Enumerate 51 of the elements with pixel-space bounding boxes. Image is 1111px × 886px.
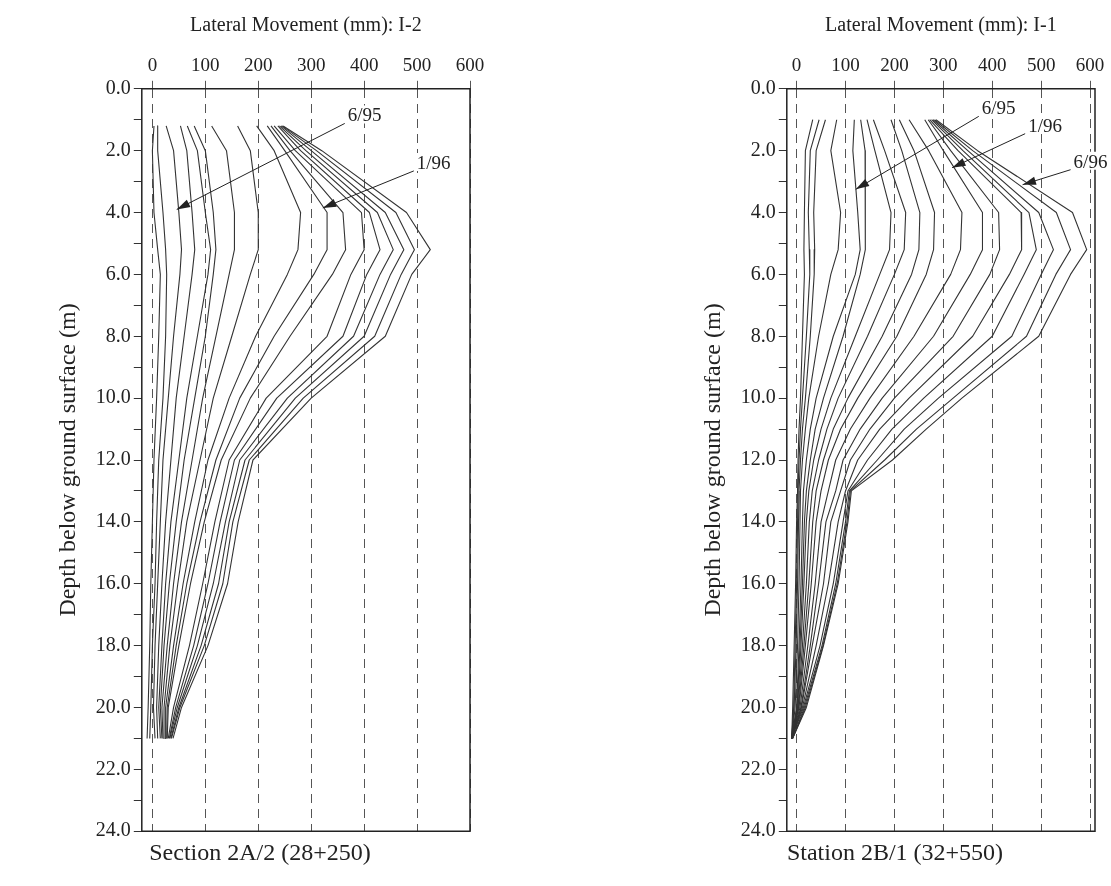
x-tick-label: 300 [929,54,958,76]
x-tick-label: 400 [978,54,1007,76]
x-tick-label: 200 [244,54,273,76]
x-tick-label: 0 [147,54,158,76]
y-tick-label: 10.0 [95,385,131,408]
y-tick-label: 16.0 [740,570,776,593]
y-tick-label: 4.0 [750,199,776,222]
annotation: 6/95 [981,97,1016,119]
y-tick-label: 8.0 [105,323,131,346]
y-tick-label: 12.0 [740,447,776,470]
y-axis-title: Depth below ground surface (m) [698,303,725,617]
x-tick-label: 500 [1026,54,1056,76]
y-tick-label: 0.0 [750,76,776,99]
y-tick-label: 20.0 [740,694,776,717]
y-tick-label: 24.0 [95,818,131,841]
x-tick-label: 400 [349,54,379,76]
annotation: 1/96 [416,151,451,173]
y-tick-label: 18.0 [95,632,131,655]
y-tick-label: 4.0 [105,199,131,222]
annotation: 6/96 [1073,150,1108,172]
y-tick-label: 0.0 [105,76,131,99]
y-tick-label: 12.0 [95,447,131,470]
x-tick-label: 500 [402,54,432,76]
annotation: 1/96 [1028,114,1062,136]
y-tick-label: 14.0 [740,509,776,532]
y-tick-label: 2.0 [105,137,131,160]
y-tick-label: 16.0 [95,570,131,593]
x-axis-title: Lateral Movement (mm): I-1 [825,13,1057,37]
y-axis-title: Depth below ground surface (m) [53,303,80,617]
x-tick-label: 200 [880,54,909,76]
x-tick-label: 600 [455,54,485,76]
y-tick-label: 22.0 [95,756,131,779]
y-tick-label: 2.0 [750,137,776,160]
y-tick-label: 6.0 [750,261,776,284]
y-tick-label: 20.0 [95,694,131,717]
y-tick-label: 8.0 [750,323,776,346]
text: Station 2B/1 (32+550) [786,838,1004,865]
annotation: 6/95 [347,104,382,126]
y-tick-label: 6.0 [105,261,131,284]
x-tick-label: 600 [1075,54,1105,76]
x-tick-label: 0 [791,54,802,76]
x-tick-label: 100 [831,54,860,76]
y-tick-label: 10.0 [740,385,776,408]
y-tick-label: 24.0 [740,818,776,841]
x-axis-title: Lateral Movement (mm): I-2 [190,13,422,37]
y-tick-label: 14.0 [95,509,131,532]
y-tick-label: 18.0 [740,632,776,655]
x-tick-label: 300 [296,54,326,76]
y-tick-label: 22.0 [740,756,776,779]
text: Section 2A/2 (28+250) [149,838,371,865]
x-tick-label: 100 [191,54,220,76]
